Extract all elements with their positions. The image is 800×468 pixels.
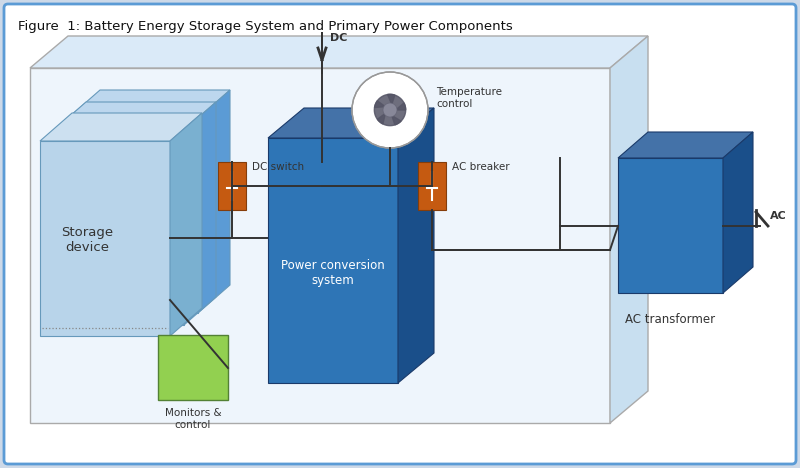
Polygon shape: [268, 138, 398, 383]
Text: Storage
device: Storage device: [61, 226, 113, 254]
Polygon shape: [68, 118, 198, 313]
Circle shape: [352, 72, 428, 148]
Bar: [418, 162, 446, 210]
Polygon shape: [30, 36, 648, 68]
Polygon shape: [184, 102, 216, 325]
Text: Monitors &
control: Monitors & control: [165, 408, 222, 430]
Polygon shape: [391, 103, 406, 125]
Bar: [218, 162, 246, 210]
Text: AC breaker: AC breaker: [452, 162, 510, 172]
Polygon shape: [40, 141, 170, 336]
Polygon shape: [374, 101, 386, 124]
Text: Temperature
control: Temperature control: [436, 87, 502, 109]
Polygon shape: [378, 112, 401, 126]
Polygon shape: [40, 113, 202, 141]
Text: DC switch: DC switch: [252, 162, 304, 172]
Text: DC: DC: [330, 33, 347, 43]
Text: Figure  1: Battery Energy Storage System and Primary Power Components: Figure 1: Battery Energy Storage System …: [18, 20, 513, 33]
Polygon shape: [398, 108, 434, 383]
Text: AC: AC: [770, 211, 786, 221]
Polygon shape: [618, 158, 723, 293]
Polygon shape: [198, 90, 230, 313]
Polygon shape: [68, 90, 230, 118]
FancyBboxPatch shape: [4, 4, 796, 464]
Polygon shape: [268, 108, 434, 138]
Polygon shape: [170, 113, 202, 336]
Polygon shape: [610, 36, 648, 423]
Bar: [158, 335, 228, 400]
Polygon shape: [723, 132, 753, 293]
Polygon shape: [54, 130, 184, 325]
Text: AC transformer: AC transformer: [625, 313, 715, 326]
Bar: [30, 68, 610, 423]
Polygon shape: [618, 132, 753, 158]
Circle shape: [383, 103, 397, 117]
Polygon shape: [374, 95, 395, 108]
Polygon shape: [387, 95, 406, 110]
Polygon shape: [54, 102, 216, 130]
Text: Power conversion
system: Power conversion system: [281, 259, 385, 287]
